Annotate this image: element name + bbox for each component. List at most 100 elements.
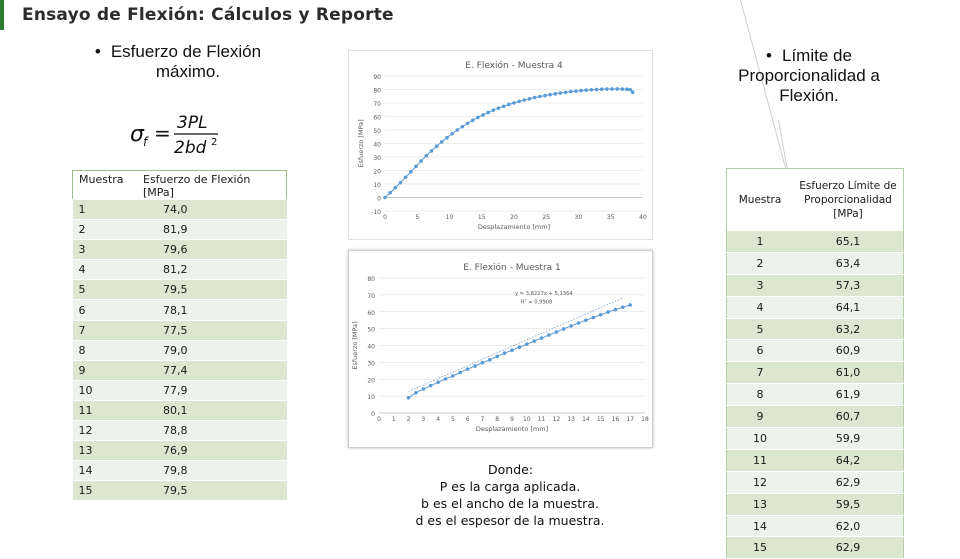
y-axis-label: Esfuerzo [MPa]: [357, 119, 365, 167]
data-point: [470, 118, 475, 123]
data-point: [591, 315, 596, 320]
x-tick-label: 13: [567, 416, 575, 423]
x-tick-label: 6: [466, 416, 470, 423]
x-tick-label: 18: [641, 416, 649, 423]
sample-cell: 2: [72, 219, 137, 241]
x-tick-label: 0: [377, 416, 381, 423]
data-point: [473, 364, 477, 368]
data-point: [451, 374, 455, 378]
y-tick-label: 20: [373, 169, 381, 176]
sample-cell: 14: [726, 515, 793, 538]
sample-cell: 14: [72, 460, 137, 482]
data-point: [628, 303, 633, 307]
sample-cell: 6: [726, 339, 793, 363]
table-row: 13 76,9: [72, 440, 287, 462]
y-tick-label: 50: [367, 327, 375, 334]
data-point: [628, 87, 632, 92]
trendline-equation: y = 3,8227x + 5,1364: [515, 291, 573, 297]
table-row: 14 62,0: [726, 515, 904, 538]
stress-cell: 59,5: [793, 493, 904, 516]
data-point: [502, 351, 507, 355]
sample-cell: 7: [72, 320, 137, 341]
table-row: 11 64,2: [726, 449, 904, 472]
stress-cell: 62,9: [793, 536, 904, 559]
data-point: [630, 90, 635, 94]
data-point: [439, 140, 444, 144]
data-point: [486, 110, 490, 115]
stress-cell: 62,0: [793, 515, 904, 538]
stress-cell: 77,9: [137, 380, 287, 401]
chart-muestra-4-svg: E. Flexión - Muestra 4-10010203040506070…: [357, 60, 647, 231]
proportional-limit-table: Muestra Esfuerzo Límite de Proporcionali…: [726, 168, 904, 559]
data-point: [532, 95, 537, 100]
x-axis-label: Desplazamiento [mm]: [476, 425, 548, 433]
x-tick-label: 4: [436, 416, 440, 423]
y-tick-label: -10: [371, 209, 381, 216]
x-tick-label: 25: [542, 214, 550, 221]
series-line: [408, 304, 631, 399]
table-row: 1 74,0: [72, 199, 287, 221]
x-tick-label: 12: [553, 416, 561, 423]
y-tick-label: 70: [373, 101, 381, 108]
stress-cell: 60,9: [793, 339, 904, 363]
x-tick-label: 14: [582, 416, 590, 423]
y-tick-label: 0: [371, 411, 375, 418]
sample-cell: 8: [726, 383, 793, 407]
data-point: [584, 88, 589, 92]
data-point: [517, 99, 521, 104]
stress-cell: 77,4: [137, 360, 287, 381]
data-point: [584, 318, 588, 322]
data-point: [419, 159, 423, 163]
data-point: [460, 124, 465, 129]
sample-cell: 4: [726, 296, 793, 319]
stress-cell: 78,8: [137, 420, 287, 442]
table-row: 4 64,1: [726, 296, 904, 319]
data-point: [625, 87, 629, 92]
data-point: [501, 104, 506, 109]
data-point: [496, 106, 501, 110]
table-row: 2 81,9: [72, 219, 287, 241]
x-tick-label: 30: [575, 214, 583, 221]
y-tick-label: 80: [367, 276, 375, 283]
table-row: 10 59,9: [726, 427, 904, 450]
sample-cell: 6: [72, 299, 137, 321]
stress-cell: 61,0: [793, 361, 904, 385]
table-row: 15 62,9: [726, 536, 904, 559]
data-point: [589, 87, 594, 92]
stress-cell: 81,2: [137, 259, 287, 281]
table-row: 7 77,5: [72, 320, 287, 341]
sample-cell: 7: [726, 361, 793, 385]
sample-cell: 15: [72, 480, 137, 502]
data-point: [599, 87, 604, 92]
data-point: [576, 321, 581, 325]
sample-cell: 12: [726, 471, 793, 494]
data-point: [450, 131, 454, 136]
sample-cell: 11: [72, 400, 137, 422]
data-point: [510, 348, 514, 353]
y-tick-label: 40: [367, 344, 375, 351]
data-point: [524, 342, 529, 346]
chart-muestra-4: E. Flexión - Muestra 4 -10 0 10 20 30 40 50 60 70…: [348, 50, 653, 240]
data-point: [476, 115, 480, 120]
formula-lhs-sub: f: [143, 135, 149, 149]
data-point: [615, 87, 619, 91]
data-point: [517, 345, 522, 349]
sample-cell: 3: [72, 239, 137, 261]
formula-exponent: 2: [211, 137, 217, 148]
data-point: [561, 327, 566, 331]
data-point: [527, 97, 532, 101]
data-point: [563, 90, 568, 95]
stress-cell: 57,3: [793, 274, 904, 297]
stress-cell: 63,4: [793, 252, 904, 275]
x-tick-label: 10: [523, 416, 531, 423]
sample-cell: 4: [72, 259, 137, 281]
bullet-text: Esfuerzo de Flexión: [110, 42, 262, 61]
data-point: [553, 92, 558, 96]
notes-line: P es la carga aplicada.: [439, 479, 581, 494]
data-point: [393, 185, 398, 190]
y-tick-label: 30: [367, 360, 375, 367]
sample-cell: 13: [72, 440, 137, 462]
stress-cell: 59,9: [793, 427, 904, 450]
column-header: Muestra: [72, 170, 137, 200]
notes-line: b es el ancho de la muestra.: [421, 496, 599, 511]
